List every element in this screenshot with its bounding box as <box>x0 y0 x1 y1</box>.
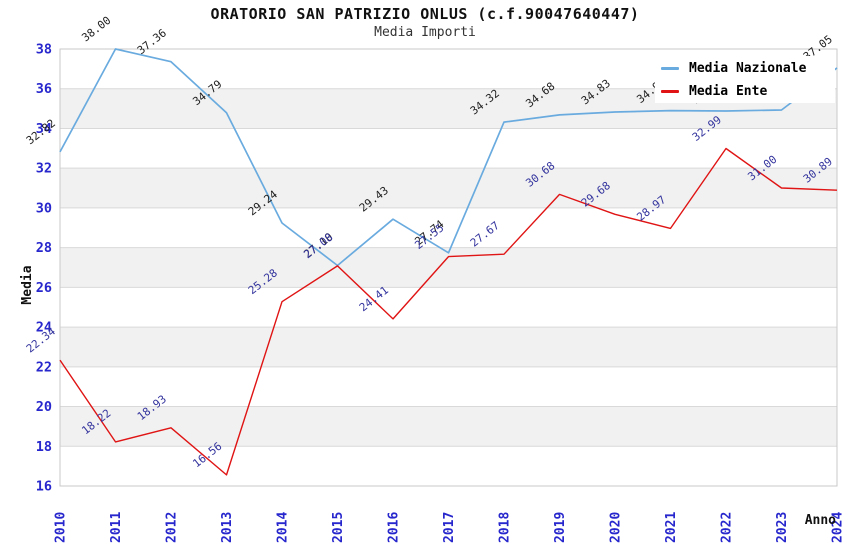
data-label: 27.67 <box>468 219 502 250</box>
y-axis-title: Media <box>20 265 35 304</box>
legend-label-media-nazionale: Media Nazionale <box>689 60 807 76</box>
x-tick-label: 2017 <box>442 512 457 543</box>
x-tick-label: 2014 <box>276 512 291 543</box>
plot-band <box>60 406 837 447</box>
x-tick-label: 2023 <box>775 512 790 543</box>
x-axis-title: Anno <box>805 513 836 528</box>
y-tick-label: 24 <box>36 320 52 336</box>
y-tick-label: 26 <box>36 280 52 296</box>
plot-border <box>59 48 838 487</box>
y-tick-label: 34 <box>36 121 52 137</box>
plot-band <box>60 327 837 367</box>
x-tick-label: 2015 <box>331 512 346 543</box>
x-tick-label: 2012 <box>165 512 180 543</box>
series-line-media-ente[interactable] <box>59 147 838 476</box>
y-tick-label: 16 <box>36 479 52 495</box>
series-line-media-nazionale[interactable] <box>59 48 838 267</box>
legend-item-media-nazionale[interactable]: Media Nazionale <box>661 60 829 76</box>
data-label: 37.36 <box>135 26 169 57</box>
y-tick-label: 28 <box>36 240 52 256</box>
data-label: 24.41 <box>357 284 391 315</box>
x-tick-label: 2016 <box>387 512 402 543</box>
legend-label-media-ente: Media Ente <box>689 83 768 99</box>
media-nazionale-line-swatch <box>661 66 679 70</box>
plot-band <box>60 247 837 288</box>
y-tick-label: 36 <box>36 81 52 97</box>
plot-bands <box>60 88 837 447</box>
media-ente-line-swatch <box>661 89 679 93</box>
x-tick-label: 2018 <box>498 512 513 543</box>
x-tick-label: 2020 <box>609 512 624 543</box>
legend: Media Nazionale Media Ente <box>655 56 835 103</box>
y-axis-ticks: 38 36 34 32 30 28 26 24 22 20 18 16 <box>36 42 52 495</box>
y-tick-label: 18 <box>36 439 52 455</box>
x-tick-label: 2021 <box>664 512 679 543</box>
plot-band <box>60 168 837 208</box>
y-tick-label: 38 <box>36 42 52 58</box>
data-label: 38.00 <box>79 14 113 45</box>
y-tick-label: 20 <box>36 399 52 415</box>
y-tick-label: 30 <box>36 200 52 216</box>
y-tick-label: 32 <box>36 161 52 177</box>
x-axis-ticks: 2010 2011 2012 2013 2014 2015 2016 2017 2018 2019… <box>54 512 846 543</box>
y-tick-label: 22 <box>36 359 52 375</box>
x-tick-label: 2022 <box>720 512 735 543</box>
legend-item-media-ente[interactable]: Media Ente <box>661 83 829 99</box>
x-tick-label: 2019 <box>553 512 568 543</box>
chart-subtitle: Media Importi <box>374 25 476 40</box>
x-tick-label: 2010 <box>54 512 69 543</box>
x-tick-label: 2024 <box>831 512 846 543</box>
chart-title: ORATORIO SAN PATRIZIO ONLUS (c.f.9004764… <box>210 5 640 23</box>
x-tick-label: 2011 <box>109 512 124 543</box>
x-tick-label: 2013 <box>220 512 235 543</box>
